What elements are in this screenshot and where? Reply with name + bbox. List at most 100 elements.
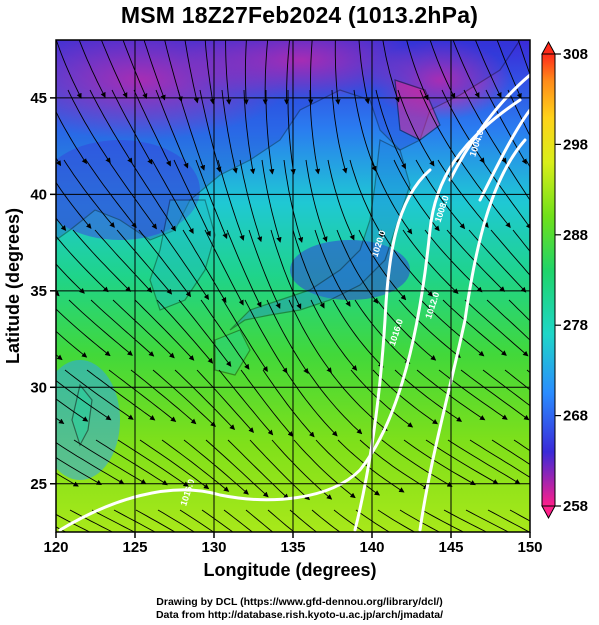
- streamline: [240, 369, 294, 437]
- streamline: [243, 89, 256, 175]
- colorbar-tick-label: 268: [563, 408, 588, 425]
- streamline: [226, 229, 262, 308]
- streamline: [394, 369, 463, 422]
- streamline: [354, 299, 411, 365]
- streamline: [266, 299, 309, 374]
- x-tick-label: 150: [517, 539, 542, 556]
- streamline: [442, 299, 507, 356]
- y-tick-label: 30: [30, 379, 47, 396]
- streamline: [122, 40, 148, 100]
- streamline: [117, 439, 189, 487]
- streamline: [265, 90, 275, 175]
- y-tick-label: 45: [30, 90, 47, 107]
- streamline: [580, 440, 599, 496]
- y-tick-label: 40: [30, 186, 47, 203]
- streamline: [164, 40, 183, 103]
- streamline: [56, 380, 112, 421]
- streamline: [244, 299, 288, 374]
- colorbar-ticks: 308 298 288 278 268 258: [555, 46, 588, 515]
- streamline: [113, 509, 156, 532]
- streamline: [222, 299, 268, 373]
- streamline: [421, 509, 465, 532]
- streamline: [558, 440, 599, 494]
- streamline: [56, 110, 88, 165]
- streamline: [156, 299, 214, 364]
- streamline: [398, 299, 461, 358]
- streamline: [504, 369, 530, 391]
- streamline: [217, 159, 245, 241]
- y-axis-ticks: 25 30 35 40 45: [30, 90, 56, 493]
- streamline: [349, 159, 384, 238]
- colorbar-bottom-triangle: [541, 505, 556, 520]
- streamline: [288, 299, 332, 374]
- streamline: [334, 40, 341, 105]
- streamline: [134, 299, 195, 361]
- streamline: [358, 40, 370, 105]
- streamline: [2, 90, 33, 168]
- streamline: [227, 439, 289, 500]
- streamline: [576, 510, 599, 559]
- streamline: [112, 299, 175, 359]
- streamline: [100, 40, 128, 99]
- streamline: [223, 509, 254, 532]
- streamline: [465, 509, 510, 532]
- streamline: [173, 159, 211, 237]
- colorbar-tick-label: 258: [563, 498, 588, 515]
- streamline: [56, 442, 125, 485]
- streamline: [429, 40, 456, 99]
- streamline: [56, 217, 67, 232]
- y-tick-label: 35: [30, 283, 47, 300]
- x-tick-label: 130: [201, 539, 226, 556]
- streamline: [111, 89, 153, 165]
- streamline: [416, 369, 486, 421]
- streamline: [485, 89, 527, 165]
- streamline: [135, 509, 176, 532]
- streamline: [221, 89, 238, 174]
- streamline: [95, 439, 168, 486]
- streamline: [184, 40, 199, 104]
- streamline: [355, 509, 391, 532]
- streamline: [177, 89, 206, 171]
- y-tick-label: 25: [30, 476, 47, 493]
- streamline: [94, 229, 153, 293]
- streamline: [204, 229, 244, 306]
- streamline: [382, 40, 400, 103]
- streamline: [487, 509, 530, 532]
- colorbar-tick-label: 278: [563, 317, 588, 334]
- streamline: [138, 229, 192, 298]
- streamline: [73, 439, 147, 485]
- streamline: [130, 369, 197, 425]
- streamline: [28, 20, 55, 100]
- streamline: [90, 299, 155, 357]
- streamline: [271, 439, 333, 500]
- streamline: [372, 369, 439, 425]
- x-axis-label: Longitude (degrees): [203, 560, 376, 580]
- streamline: [306, 369, 363, 435]
- streamline: [397, 89, 435, 167]
- streamline: [482, 369, 530, 407]
- streamline: [419, 89, 461, 165]
- streamline: [508, 299, 530, 322]
- streamline: [406, 40, 429, 101]
- streamline: [554, 510, 599, 557]
- streamline: [336, 229, 379, 304]
- streamline: [425, 439, 499, 485]
- streamline: [575, 300, 599, 369]
- streamline: [151, 159, 194, 234]
- streamline: [305, 159, 328, 243]
- streamline: [332, 299, 384, 368]
- streamline: [261, 159, 282, 243]
- streamline: [56, 181, 92, 229]
- streamline: [204, 40, 216, 105]
- streamline: [56, 398, 89, 422]
- streamline: [155, 89, 189, 169]
- streamline: [509, 509, 530, 522]
- streamline: [460, 369, 530, 421]
- streamline: [161, 439, 230, 492]
- streamline: [350, 369, 414, 428]
- streamline: [245, 509, 274, 532]
- streamline: [56, 330, 88, 358]
- streamline: [381, 439, 453, 487]
- streamlines: [2, 20, 599, 559]
